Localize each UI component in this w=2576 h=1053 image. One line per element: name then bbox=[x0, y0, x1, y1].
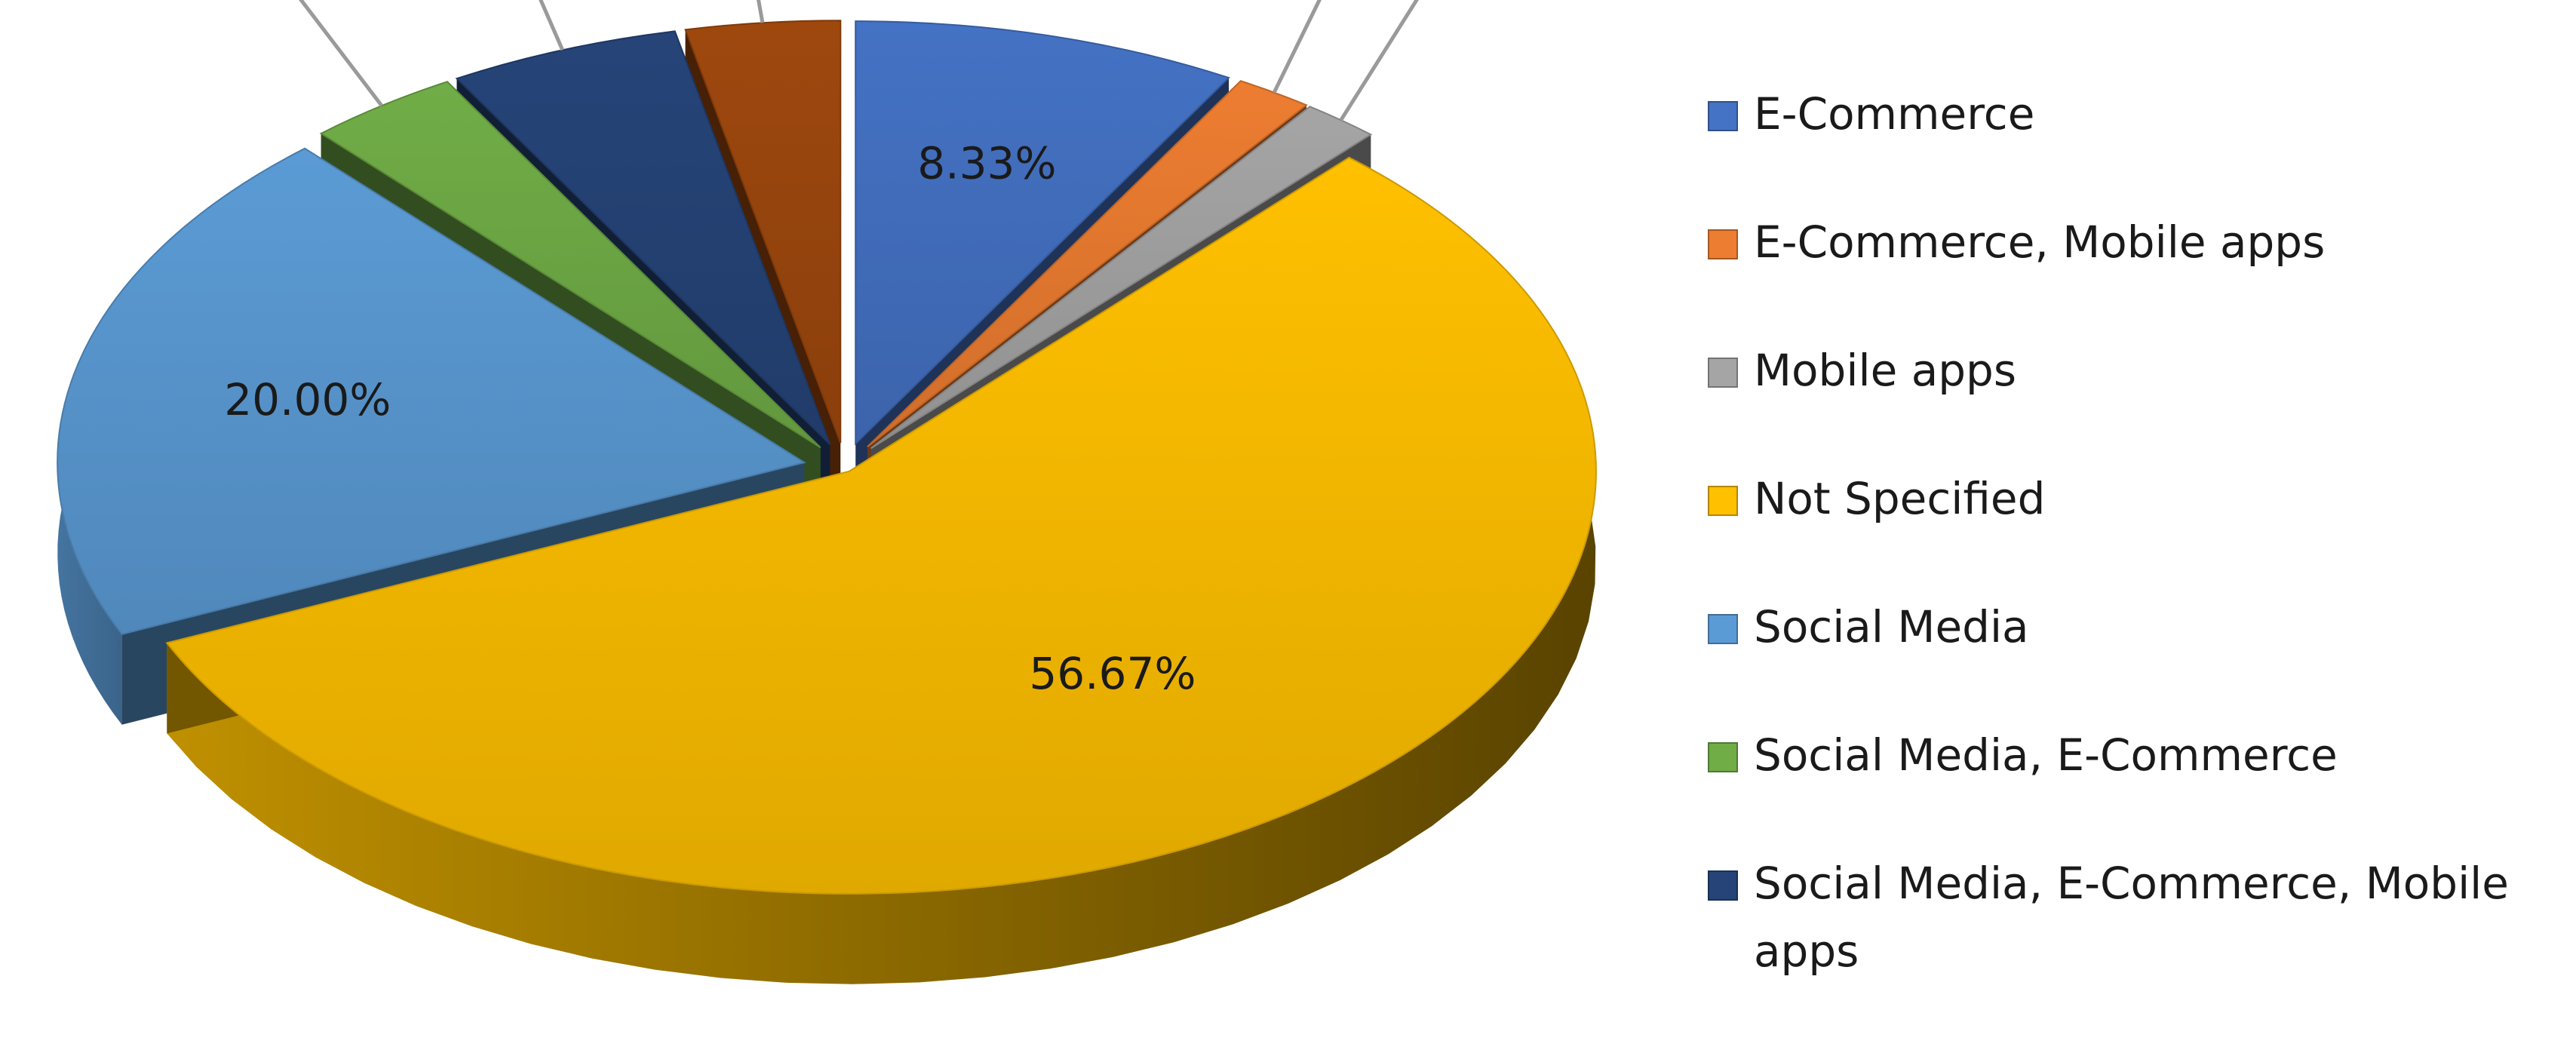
legend-swatch-social-media-e-commerce-mobile-apps-6 bbox=[1709, 871, 1737, 900]
leader-line-social-media-e-commerce-5 bbox=[270, 0, 382, 106]
legend-swatch-social-media-e-commerce-5 bbox=[1709, 743, 1737, 772]
leader-line-social-media-e-commerce-mobile-apps-6 bbox=[489, 0, 563, 50]
data-label-not-specified-3: 56.67% bbox=[1029, 648, 1196, 699]
legend-label-social-media-e-commerce-5: Social Media, E-Commerce bbox=[1754, 729, 2338, 781]
leader-line-unlabeled-7 bbox=[730, 0, 763, 23]
leader-line-e-commerce-mobile-apps-1 bbox=[1274, 0, 1349, 93]
legend-label-not-specified-3: Not Specified bbox=[1754, 473, 2045, 524]
legend-swatch-e-commerce-mobile-apps-1 bbox=[1709, 230, 1737, 259]
legend-label-mobile-apps-2: Mobile apps bbox=[1754, 345, 2016, 396]
data-label-social-media-4: 20.00% bbox=[224, 374, 391, 425]
legend-label-e-commerce-mobile-apps-1: E-Commerce, Mobile apps bbox=[1754, 216, 2325, 268]
leader-line-mobile-apps-2 bbox=[1341, 0, 1429, 120]
legend-swatch-social-media-4 bbox=[1709, 615, 1737, 643]
legend-label-e-commerce-0: E-Commerce bbox=[1754, 88, 2034, 140]
legend: E-Commerce E-Commerce, Mobile apps Mobile … bbox=[1709, 88, 2509, 977]
data-label-e-commerce-0: 8.33% bbox=[917, 137, 1056, 189]
legend-swatch-e-commerce-0 bbox=[1709, 102, 1737, 130]
legend-swatch-not-specified-3 bbox=[1709, 487, 1737, 515]
legend-swatch-mobile-apps-2 bbox=[1709, 358, 1737, 387]
legend-label-social-media-4: Social Media bbox=[1754, 601, 2029, 652]
